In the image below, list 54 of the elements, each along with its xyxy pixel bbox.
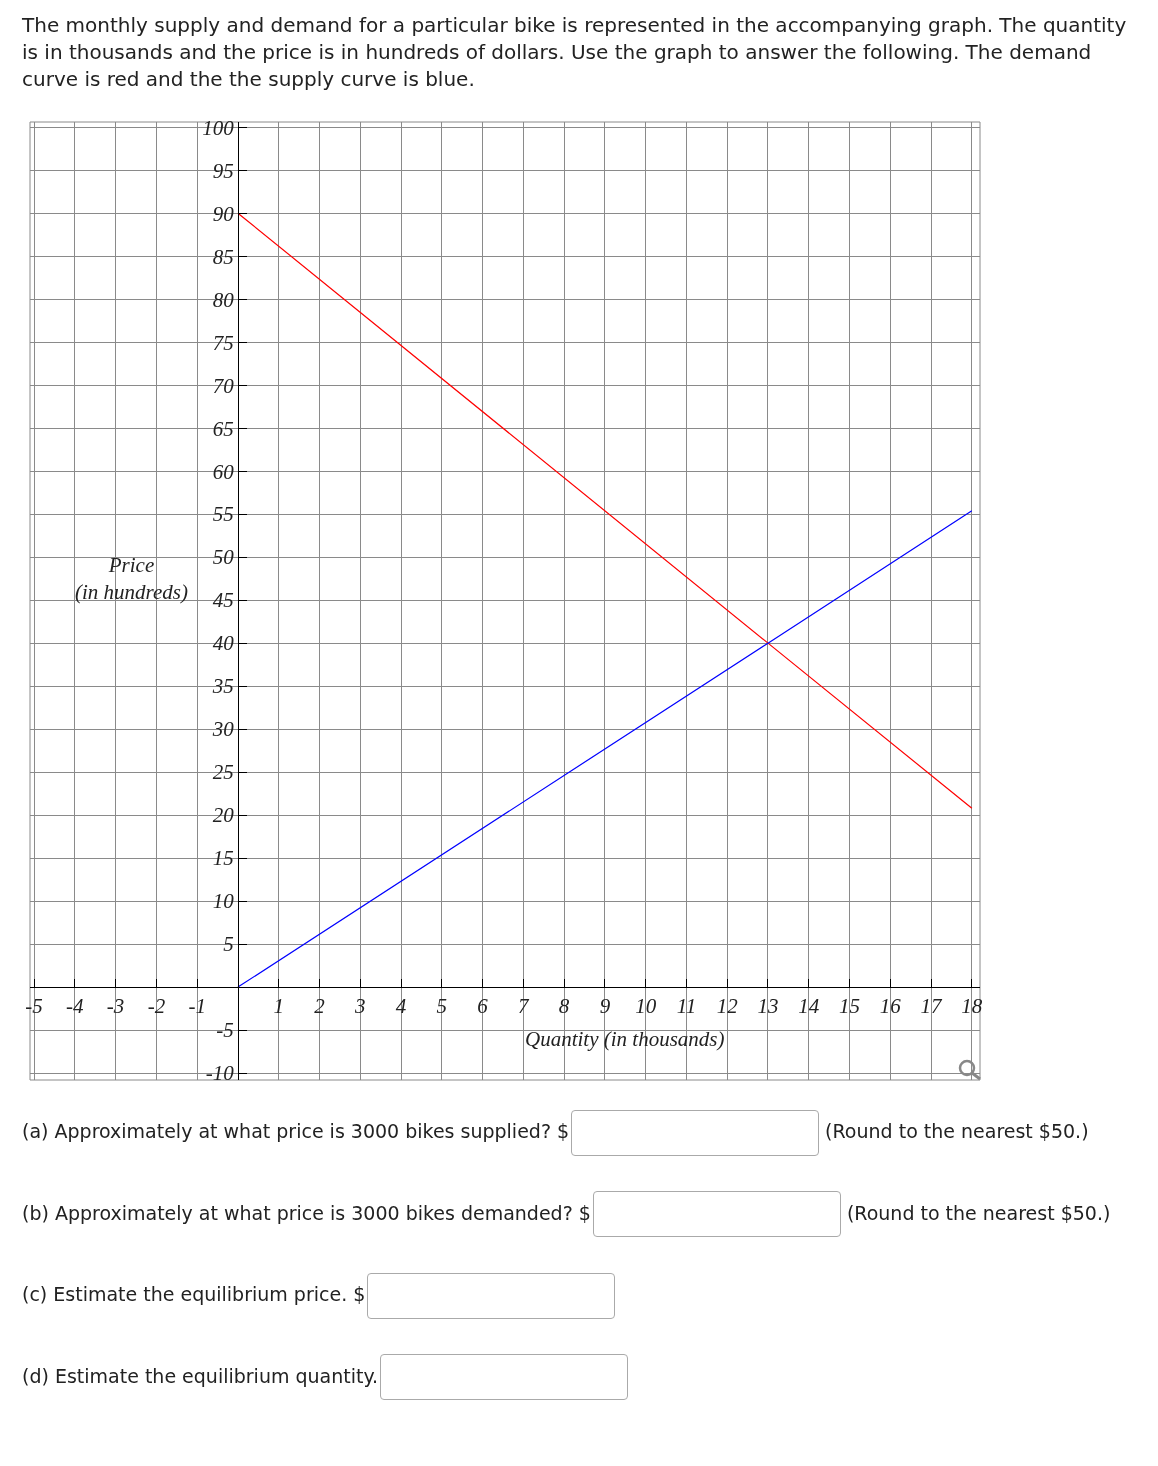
x-tick-label: 17 — [920, 994, 944, 1019]
x-tick-label: 2 — [314, 994, 326, 1019]
y-tick-label: -5 — [216, 1018, 234, 1043]
text: (d) Estimate the equilibrium quantity. — [22, 1364, 379, 1387]
y-tick-label: 95 — [212, 158, 234, 183]
x-tick-label: 18 — [961, 994, 983, 1019]
text: (c) Estimate the equilibrium price. $ — [22, 1283, 366, 1305]
y-tick-label: 35 — [211, 674, 234, 699]
text: (a) Approximately at what price is 3000 bikes supplied? $ — [22, 1120, 570, 1142]
x-tick-label: 8 — [558, 994, 570, 1019]
x-tick-label: 13 — [757, 994, 779, 1019]
x-tick-label: -2 — [147, 994, 166, 1019]
x-tick-label: -3 — [106, 994, 125, 1019]
y-tick-label: 40 — [212, 631, 235, 656]
x-tick-label: -4 — [66, 994, 85, 1019]
x-tick-label: -1 — [188, 994, 206, 1019]
y-tick-label: 60 — [212, 459, 235, 484]
x-tick-label: 1 — [273, 994, 284, 1019]
text: (Round to the nearest $50.) — [846, 1201, 1111, 1224]
y-tick-label: 15 — [212, 846, 234, 871]
y-tick-label: 20 — [212, 803, 235, 828]
y-tick-label: 10 — [212, 889, 235, 914]
x-tick-label: -5 — [25, 994, 43, 1019]
x-tick-label: 10 — [635, 994, 657, 1019]
y-tick-label: 80 — [212, 287, 235, 312]
x-tick-label: 15 — [839, 994, 861, 1019]
x-tick-label: 3 — [354, 994, 366, 1019]
y-tick-label: 50 — [212, 545, 235, 570]
x-tick-label: 11 — [676, 994, 697, 1019]
y-tick-label: 25 — [212, 760, 234, 785]
x-tick-label: 7 — [518, 994, 531, 1019]
y-axis-title: Price (in hundreds) — [75, 553, 188, 605]
x-tick-label: 4 — [395, 994, 407, 1019]
y-tick-label: 70 — [212, 373, 235, 398]
x-tick-label: 5 — [436, 994, 448, 1019]
y-tick-label: 5 — [223, 932, 234, 957]
x-axis-title: Quantity (in thousands) — [525, 1027, 725, 1051]
y-tick-label: 75 — [212, 330, 234, 355]
y-tick-label: 45 — [212, 588, 234, 613]
x-tick-label: 14 — [798, 994, 820, 1019]
text: (Round to the nearest $50.) — [825, 1120, 1089, 1142]
x-tick-label: 16 — [879, 994, 902, 1019]
chart-title: The monthly supply and demand for a particular bike is represented in the accompanying graph. The quantity is in thousands and the price is in hundreds of dollars. Use the graph to answer the following. The demand curve is red and the the supply curve is blue. — [22, 12, 1128, 93]
y-tick-label: 65 — [212, 416, 234, 441]
y-tick-label: 100 — [202, 115, 235, 140]
y-tick-label: 85 — [212, 244, 234, 269]
y-tick-label: -10 — [205, 1061, 235, 1086]
x-tick-label: 6 — [477, 994, 489, 1019]
y-tick-label: 90 — [212, 201, 235, 226]
x-tick-label: 12 — [716, 994, 739, 1019]
y-tick-label: 55 — [212, 502, 234, 527]
text: (b) Approximately at what price is 3000 bikes demanded? $ — [22, 1201, 591, 1224]
x-tick-label: 9 — [599, 994, 611, 1019]
y-tick-label: 30 — [211, 717, 235, 742]
